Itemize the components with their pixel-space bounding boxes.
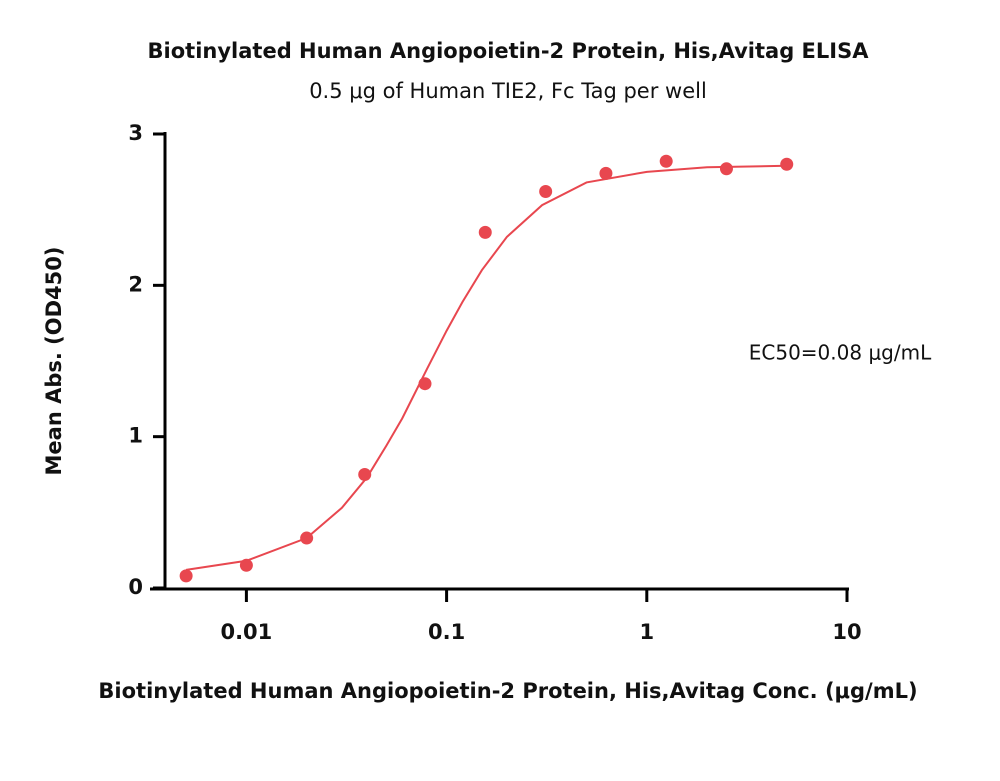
- y-tick-label: 3: [128, 121, 143, 145]
- y-tick-label: 0: [128, 575, 143, 599]
- annotation: EC50=0.08 μg/mL: [749, 341, 932, 365]
- data-point: [719, 162, 733, 176]
- chart-subtitle: 0.5 μg of Human TIE2, Fc Tag per well: [309, 79, 707, 103]
- data-point: [179, 569, 193, 583]
- data-point: [418, 377, 432, 391]
- data-point: [539, 185, 553, 199]
- data-point: [239, 558, 253, 572]
- y-tick-label: 1: [128, 424, 143, 448]
- x-tick-label: 0.1: [428, 620, 465, 644]
- data-point: [599, 166, 613, 180]
- data-point: [300, 531, 314, 545]
- x-tick-label: 0.01: [220, 620, 272, 644]
- x-tick-label: 1: [639, 620, 654, 644]
- y-axis-label: Mean Abs. (OD450): [42, 247, 66, 476]
- y-tick-label: 2: [128, 272, 143, 296]
- data-point: [478, 225, 492, 239]
- x-axis-label: Biotinylated Human Angiopoietin-2 Protei…: [98, 679, 917, 703]
- data-point: [659, 154, 673, 168]
- x-tick-label: 10: [832, 620, 861, 644]
- chart-title: Biotinylated Human Angiopoietin-2 Protei…: [148, 39, 870, 63]
- data-point: [780, 157, 794, 171]
- data-point: [358, 468, 372, 481]
